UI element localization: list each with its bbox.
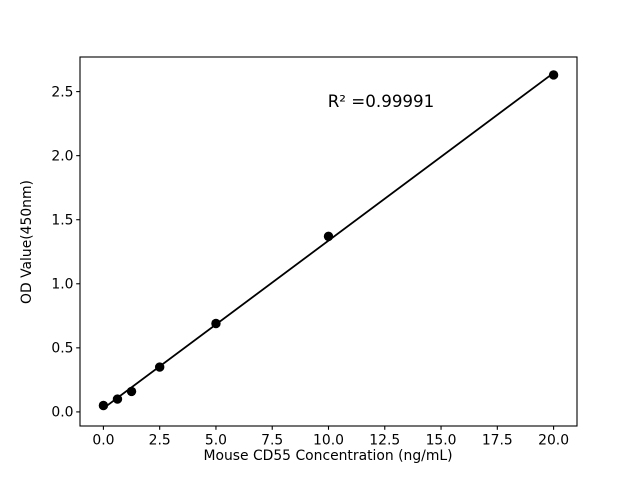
x-axis-label: Mouse CD55 Concentration (ng/mL) (203, 448, 453, 464)
data-point (211, 318, 221, 329)
y-axis-label: OD Value(450nm) (19, 180, 35, 304)
data-point (112, 394, 123, 404)
data-point (126, 386, 137, 397)
data-point (154, 362, 165, 372)
x-tick-label: 20.0 (538, 433, 569, 449)
y-tick-label: 1.5 (51, 213, 73, 229)
x-tick-label: 2.5 (149, 433, 171, 449)
x-tick-label: 10.0 (313, 433, 344, 449)
y-tick-label: 0.0 (51, 405, 73, 421)
data-point (323, 231, 334, 242)
x-tick-label: 17.5 (482, 433, 513, 449)
data-point (98, 400, 109, 411)
data-point (548, 70, 559, 80)
x-tick-label: 12.5 (369, 433, 400, 449)
r-squared-annotation: R² =0.99991 (327, 91, 435, 111)
x-tick-label: 15.0 (426, 433, 457, 449)
y-tick-label: 0.5 (51, 341, 73, 357)
x-tick-label: 7.5 (261, 433, 283, 449)
y-tick-label: 2.5 (51, 84, 73, 100)
y-tick-label: 2.0 (51, 148, 73, 164)
x-tick-label: 5.0 (205, 433, 227, 449)
x-tick-label: 0.0 (92, 433, 114, 449)
y-tick-label: 1.0 (51, 277, 73, 293)
